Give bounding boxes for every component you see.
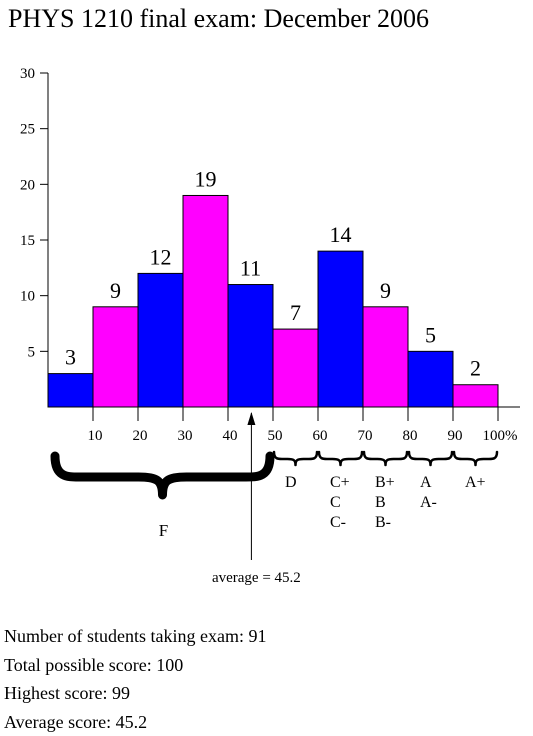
x-tick-label: 20 — [133, 428, 148, 444]
x-tick-label: 80 — [403, 428, 418, 444]
grade-brace-f — [50, 451, 275, 500]
bar-value-label: 11 — [240, 256, 261, 281]
grade-brace — [407, 450, 454, 467]
x-tick-label: 50 — [268, 428, 283, 444]
x-tick-label: 100% — [483, 428, 518, 444]
y-tick-label: 25 — [20, 122, 35, 138]
grade-label: A+ — [465, 474, 486, 491]
highest-score: Highest score: 99 — [4, 683, 130, 703]
grade-label: C — [330, 494, 341, 511]
exam-stats: Number of students taking exam: 91 Total… — [4, 622, 266, 736]
bar-value-label: 9 — [380, 278, 391, 303]
x-tick-label: 30 — [178, 428, 193, 444]
grade-label: B+ — [375, 474, 395, 491]
bar-value-label: 14 — [330, 222, 352, 247]
histogram-bar — [227, 284, 274, 408]
grade-label: A — [420, 474, 432, 491]
x-tick-label: 70 — [358, 428, 373, 444]
histogram-bar — [92, 306, 139, 408]
grade-label: F — [159, 521, 168, 540]
bar-value-label: 12 — [150, 244, 172, 269]
x-tick-label: 10 — [88, 428, 103, 444]
grade-label: C- — [330, 514, 346, 531]
histogram-bar — [452, 384, 499, 408]
bar-value-label: 19 — [195, 166, 217, 191]
y-tick-label: 15 — [20, 233, 35, 249]
y-tick-label: 30 — [20, 66, 35, 82]
histogram-bar — [362, 306, 409, 408]
grade-label: B — [375, 494, 386, 511]
histogram-bar — [137, 272, 184, 408]
histogram-bar — [47, 373, 94, 408]
x-tick-label: 90 — [448, 428, 463, 444]
x-tick-label: 60 — [313, 428, 328, 444]
grade-label: C+ — [330, 474, 350, 491]
grade-label: D — [285, 474, 297, 491]
average-arrow-head — [247, 412, 256, 425]
total-score: Total possible score: 100 — [4, 654, 184, 675]
average-label: average = 45.2 — [212, 570, 301, 586]
bar-value-label: 2 — [470, 356, 481, 381]
histogram-bar — [272, 328, 319, 408]
histogram-bar — [407, 350, 454, 408]
bar-value-label: 7 — [290, 300, 301, 325]
histogram-bar — [182, 194, 229, 408]
grade-label: A- — [420, 494, 437, 511]
bar-value-label: 5 — [425, 322, 436, 347]
histogram-bar — [317, 250, 364, 408]
chart-title: PHYS 1210 final exam: December 2006 — [8, 4, 429, 33]
grade-brace — [272, 450, 319, 467]
bar-value-label: 3 — [65, 345, 76, 370]
grade-brace — [317, 450, 364, 467]
grade-brace — [362, 450, 409, 467]
y-tick-label: 20 — [20, 177, 35, 193]
y-tick-label: 5 — [28, 344, 36, 360]
students-count: Number of students taking exam: 91 — [4, 626, 267, 646]
average-score: Average score: 45.2 — [4, 711, 148, 732]
grade-label: B- — [375, 514, 391, 531]
y-tick-label: 10 — [20, 289, 35, 305]
x-tick-label: 40 — [223, 428, 238, 444]
bar-value-label: 9 — [110, 278, 121, 303]
grade-brace — [452, 450, 499, 467]
